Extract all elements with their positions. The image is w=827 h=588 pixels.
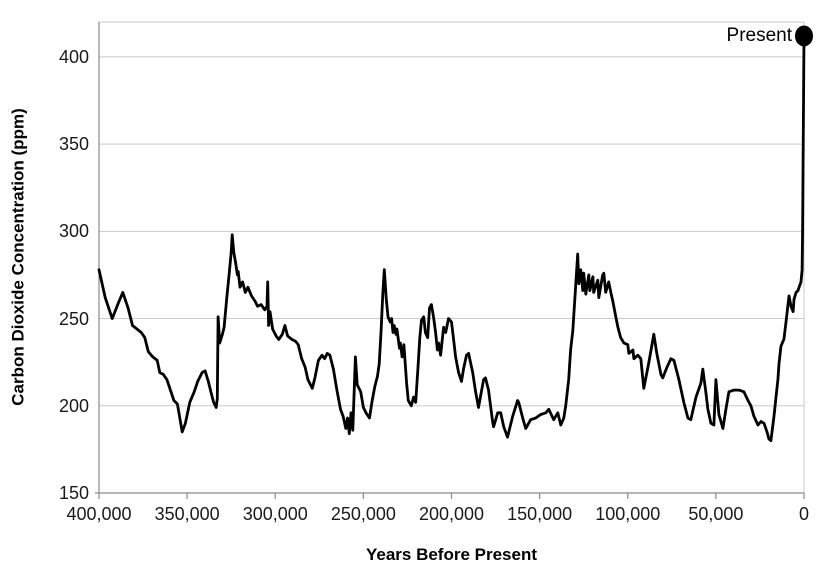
present-dot [795, 25, 813, 47]
y-tick-label: 250 [58, 308, 89, 329]
present-annotation-label: Present [726, 24, 792, 46]
y-axis-title: Carbon Dioxide Concentration (ppm) [8, 108, 28, 406]
x-tick-label: 300,000 [242, 504, 308, 524]
x-axis-title: Years Before Present [365, 545, 538, 564]
x-tick-label: 250,000 [330, 504, 396, 524]
x-tick-label: 150,000 [507, 504, 573, 524]
x-tick-label: 100,000 [595, 504, 661, 524]
y-tick-label: 300 [58, 221, 89, 242]
x-tick-label: 350,000 [154, 504, 220, 524]
y-tick-label: 150 [58, 483, 89, 503]
x-tick-label: 50,000 [688, 504, 744, 524]
plot-border [98, 21, 805, 494]
x-tick-label: 400,000 [66, 504, 132, 524]
y-tick-label: 400 [58, 46, 89, 67]
co2-series-line [97, 34, 806, 443]
x-tick-label: 0 [798, 504, 809, 524]
y-tick-label: 350 [58, 134, 89, 155]
x-tick-label: 200,000 [418, 504, 485, 524]
y-tick-label: 200 [58, 395, 89, 416]
